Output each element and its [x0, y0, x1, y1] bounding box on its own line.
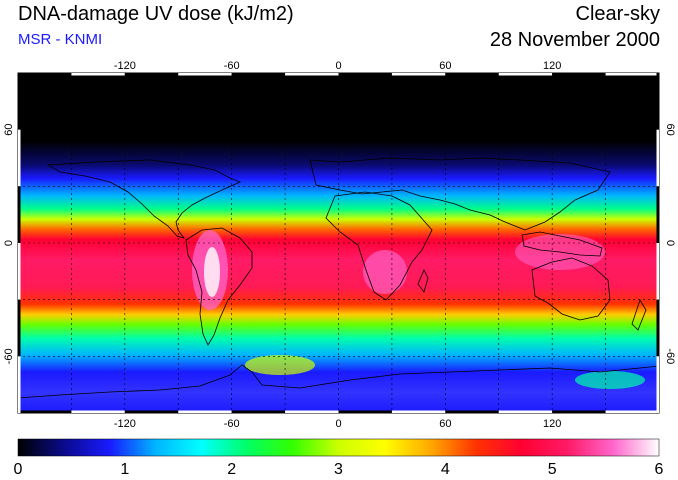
lat-tick-label-left: 0: [3, 240, 15, 246]
frame-bar-right: [656, 186, 659, 243]
coast-north-america: [46, 159, 242, 239]
frame-bar-bottom: [605, 410, 659, 413]
colorbar-frame: [17, 438, 660, 457]
source-label: MSR - KNMI: [18, 31, 103, 48]
lon-tick-label-bottom: -60: [224, 418, 240, 430]
frame-bar-bottom: [124, 410, 179, 413]
frame-bar-right: [656, 129, 659, 187]
colorbar-labels: 0 1 2 3 4 5 6: [14, 461, 664, 478]
colorbar-tick-label: 1: [120, 461, 129, 478]
map-area: -120 -120 -60 -60 0 0 60 60 120 120 60 60 0 0 -60 -60: [3, 60, 676, 430]
frame-bar-right: [656, 299, 659, 357]
frame-bar-right: [656, 73, 659, 130]
frame-bar-top: [18, 73, 72, 76]
frame-scale-bars: [18, 73, 659, 413]
coast-south-america: [185, 227, 253, 346]
coast-antarctica: [18, 364, 659, 399]
lon-tick-label-top: 0: [335, 60, 341, 72]
africa-hotspot: [363, 250, 407, 294]
frame-bar-top: [391, 73, 446, 76]
colorbar-tick-label: 4: [441, 461, 450, 478]
frame-bar-top: [285, 73, 339, 76]
frame-bar-left: [18, 73, 21, 130]
frame-bar-top: [552, 73, 606, 76]
frame-bar-bottom: [178, 410, 232, 413]
frame-bar-left: [18, 129, 21, 187]
frame-bar-bottom: [18, 410, 72, 413]
lon-tick-label-top: 60: [439, 60, 451, 72]
colorbar-tick-label: 0: [14, 461, 23, 478]
andes-peak: [204, 247, 220, 297]
colorbar-tick-label: 6: [655, 461, 664, 478]
weddell-feature: [245, 355, 315, 375]
frame-bar-bottom: [285, 410, 339, 413]
colorbar-tick-label: 3: [334, 461, 343, 478]
frame-bar-top: [498, 73, 553, 76]
lat-tick-label-left: 60: [3, 124, 15, 136]
frame-bar-top: [231, 73, 286, 76]
frame-bar-top: [338, 73, 392, 76]
coast-new-zealand: [631, 299, 647, 331]
lon-tick-label-bottom: 0: [335, 418, 341, 430]
frame-bar-left: [18, 186, 21, 243]
sky-condition-label: Clear-sky: [575, 3, 660, 25]
frame-bar-right: [656, 243, 659, 300]
colorbar: 0 1 2 3 4 5 6: [14, 438, 664, 478]
axis-tick-labels: -120 -120 -60 -60 0 0 60 60 120 120 60 60 0 0 -60 -60: [3, 60, 676, 430]
lat-tick-label-right: 0: [664, 240, 676, 246]
lat-tick-label-right: -60: [664, 348, 676, 364]
frame-bar-bottom: [231, 410, 286, 413]
lon-tick-label-bottom: -120: [114, 418, 136, 430]
frame-bar-top: [445, 73, 499, 76]
ross-feature: [575, 371, 645, 389]
coast-africa: [325, 191, 433, 301]
frame-bar-right: [656, 356, 659, 413]
frame-bar-bottom: [71, 410, 125, 413]
lat-tick-label-left: -60: [3, 348, 15, 364]
lat-tick-label-right: 60: [664, 124, 676, 136]
map-title: DNA-damage UV dose (kJ/m2): [18, 3, 294, 25]
coastlines: [18, 157, 659, 399]
lon-tick-label-top: 120: [543, 60, 561, 72]
frame-bar-left: [18, 356, 21, 413]
frame-bar-top: [178, 73, 232, 76]
coast-madagascar: [417, 269, 429, 293]
frame-bar-left: [18, 243, 21, 300]
frame-bar-top: [605, 73, 659, 76]
frame-bar-left: [18, 299, 21, 357]
frame-bar-bottom: [498, 410, 553, 413]
lon-tick-label-top: -120: [114, 60, 136, 72]
graticule: [18, 73, 659, 413]
frame-bar-bottom: [552, 410, 606, 413]
colorbar-gradient: [18, 439, 659, 456]
frame-bar-top: [71, 73, 125, 76]
lon-tick-label-bottom: 120: [543, 418, 561, 430]
frame-bar-top: [124, 73, 179, 76]
frame-bar-bottom: [338, 410, 392, 413]
frame-bar-bottom: [445, 410, 499, 413]
lon-tick-label-bottom: 60: [439, 418, 451, 430]
colorbar-tick-label: 2: [227, 461, 236, 478]
date-label: 28 November 2000: [489, 29, 660, 51]
coast-australia: [531, 257, 611, 321]
lon-tick-label-top: -60: [224, 60, 240, 72]
frame-bar-bottom: [391, 410, 446, 413]
colorbar-tick-label: 5: [548, 461, 557, 478]
coast-europe-asia: [309, 157, 611, 231]
coast-maritime: [521, 231, 603, 257]
